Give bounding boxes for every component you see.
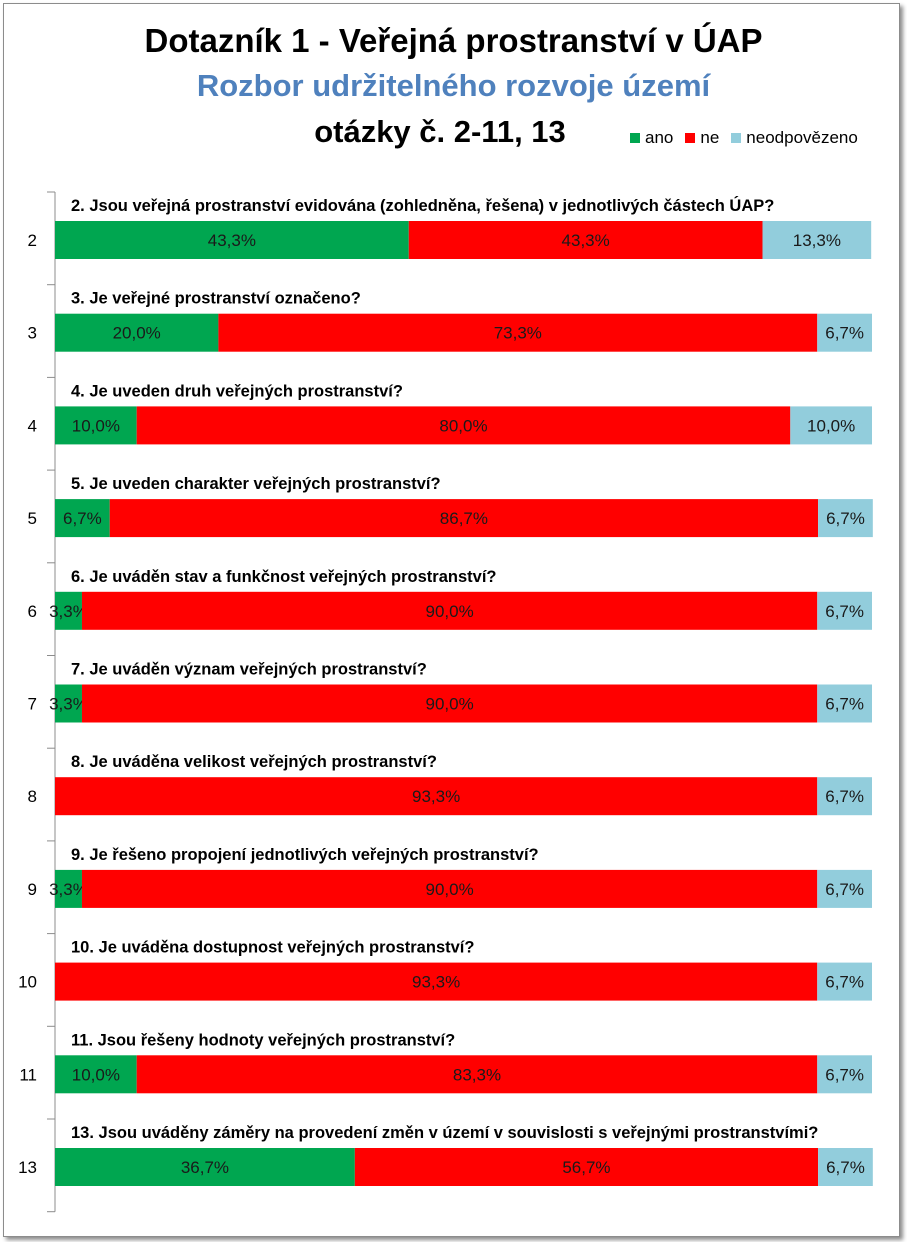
question-label: 8. Je uváděna velikost veřejných prostra…: [71, 753, 437, 771]
bar-neodpovězeno: [818, 499, 873, 538]
y-tick-label: 2: [28, 231, 37, 250]
bar-neodpovězeno: [817, 684, 872, 723]
data-label: 43,3%: [562, 231, 610, 250]
data-label: 10,0%: [807, 416, 855, 435]
legend-item-1: ne: [685, 128, 719, 148]
data-label: 73,3%: [494, 324, 542, 343]
bar-ano: [55, 1055, 137, 1094]
data-label: 20,0%: [113, 324, 161, 343]
data-label: 6,7%: [825, 1065, 864, 1084]
bar-ne: [408, 221, 763, 259]
y-tick-label: 3: [28, 324, 37, 343]
data-label: 56,7%: [562, 1158, 610, 1177]
bar-neodpovězeno: [790, 406, 872, 445]
y-tick-label: 5: [28, 509, 37, 528]
question-label: 3. Je veřejné prostranství označeno?: [71, 290, 361, 308]
bar-ano: [55, 684, 82, 723]
bar-ano: [55, 499, 110, 538]
data-label: 93,3%: [412, 787, 460, 806]
data-label: 43,3%: [208, 231, 256, 250]
data-label: 6,7%: [825, 787, 864, 806]
chart-subtitle-questions: otázky č. 2-11, 13: [314, 114, 566, 149]
data-label: 3,3%: [49, 880, 88, 899]
data-label: 10,0%: [72, 416, 120, 435]
question-label: 6. Je uváděn stav a funkčnost veřejných …: [71, 568, 497, 586]
bar-ano: [55, 869, 82, 908]
data-label: 10,0%: [72, 1065, 120, 1084]
y-tick-label: 8: [28, 787, 37, 806]
bar-ne: [81, 591, 818, 630]
question-label: 4. Je uveden druh veřejných prostranství…: [71, 382, 403, 400]
data-label: 6,7%: [826, 1158, 865, 1177]
data-label: 90,0%: [426, 602, 474, 621]
chart-legend: ano ne neodpovězeno: [630, 128, 870, 148]
y-tick-label: 11: [19, 1065, 37, 1084]
bar-neodpovězeno: [817, 962, 872, 1001]
bar-ne: [55, 962, 818, 1001]
data-label: 90,0%: [426, 880, 474, 899]
bar-neodpovězeno: [817, 777, 872, 816]
question-label: 5. Je uveden charakter veřejných prostra…: [71, 475, 441, 493]
data-label: 6,7%: [63, 509, 102, 528]
data-label: 90,0%: [426, 695, 474, 714]
bar-neodpovězeno: [817, 1055, 872, 1094]
data-label: 3,3%: [49, 695, 88, 714]
question-label: 13. Jsou uváděny záměry na provedení změ…: [71, 1124, 818, 1142]
question-label: 9. Je řešeno propojení jednotlivých veře…: [71, 846, 539, 864]
bar-ne: [136, 1055, 818, 1094]
chart-title: Dotazník 1 - Veřejná prostranství v ÚAP: [144, 22, 763, 59]
y-tick-label: 4: [28, 416, 37, 435]
bar-neodpovězeno: [817, 313, 872, 352]
question-label: 7. Je uváděn význam veřejných prostranst…: [71, 661, 427, 679]
legend-swatch: [685, 133, 696, 143]
bar-neodpovězeno: [762, 221, 872, 259]
data-label: 86,7%: [440, 509, 488, 528]
y-tick-label: 13: [18, 1158, 37, 1177]
data-label: 6,7%: [826, 509, 865, 528]
legend-swatch: [630, 133, 640, 143]
bar-ne: [218, 313, 818, 352]
question-label: 2. Jsou veřejná prostranství evidována (…: [71, 196, 774, 215]
bar-ne: [136, 406, 791, 445]
data-label: 6,7%: [825, 695, 864, 714]
legend-item-0: ano: [630, 128, 673, 148]
legend-label: neodpovězeno: [746, 128, 858, 147]
data-label: 93,3%: [412, 973, 460, 992]
bar-ne: [109, 499, 819, 538]
bar-ano: [55, 221, 409, 259]
data-label: 6,7%: [825, 324, 864, 343]
y-tick-label: 7: [28, 695, 37, 714]
question-label: 10. Je uváděna dostupnost veřejných pros…: [71, 939, 474, 957]
data-label: 36,7%: [181, 1158, 229, 1177]
legend-label: ano: [645, 128, 674, 147]
question-label: 11. Jsou řešeny hodnoty veřejných prostr…: [71, 1031, 455, 1049]
data-label: 80,0%: [439, 416, 487, 435]
bar-ne: [55, 777, 818, 816]
legend-item-2: neodpovězeno: [731, 128, 858, 148]
bar-ne: [81, 869, 818, 908]
data-label: 3,3%: [49, 602, 88, 621]
y-tick-label: 10: [18, 973, 37, 992]
legend-swatch: [731, 133, 742, 143]
bar-neodpovězeno: [817, 591, 872, 630]
bar-ne: [81, 684, 818, 723]
data-label: 6,7%: [825, 973, 864, 992]
bar-ano: [55, 406, 137, 445]
data-label: 83,3%: [453, 1065, 501, 1084]
bar-ne: [354, 1148, 819, 1186]
bar-ano: [55, 313, 219, 352]
data-label: 13,3%: [793, 231, 841, 250]
bar-neodpovězeno: [818, 1148, 873, 1186]
y-tick-label: 9: [28, 880, 37, 899]
data-label: 6,7%: [825, 602, 864, 621]
chart-subtitle: Rozbor udržitelného rozvoje území: [196, 68, 711, 103]
data-label: 6,7%: [825, 880, 864, 899]
y-tick-label: 6: [28, 602, 37, 621]
bar-ano: [55, 591, 82, 630]
bar-neodpovězeno: [817, 869, 872, 908]
legend-label: ne: [700, 128, 720, 147]
bar-ano: [55, 1148, 355, 1186]
